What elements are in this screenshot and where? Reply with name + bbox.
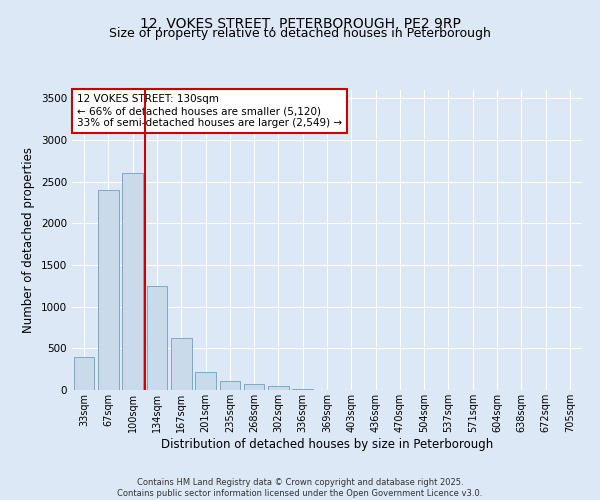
- Bar: [98, 190, 119, 390]
- Bar: [146, 286, 167, 390]
- Bar: [220, 381, 240, 390]
- Bar: [195, 372, 216, 390]
- Text: Contains HM Land Registry data © Crown copyright and database right 2025.
Contai: Contains HM Land Registry data © Crown c…: [118, 478, 482, 498]
- Bar: [171, 338, 191, 390]
- Text: 12, VOKES STREET, PETERBOROUGH, PE2 9RP: 12, VOKES STREET, PETERBOROUGH, PE2 9RP: [140, 18, 460, 32]
- Bar: [268, 386, 289, 390]
- Bar: [74, 356, 94, 390]
- Bar: [292, 389, 313, 390]
- Bar: [122, 174, 143, 390]
- Bar: [244, 384, 265, 390]
- X-axis label: Distribution of detached houses by size in Peterborough: Distribution of detached houses by size …: [161, 438, 493, 450]
- Text: Size of property relative to detached houses in Peterborough: Size of property relative to detached ho…: [109, 28, 491, 40]
- Text: 12 VOKES STREET: 130sqm
← 66% of detached houses are smaller (5,120)
33% of semi: 12 VOKES STREET: 130sqm ← 66% of detache…: [77, 94, 342, 128]
- Y-axis label: Number of detached properties: Number of detached properties: [22, 147, 35, 333]
